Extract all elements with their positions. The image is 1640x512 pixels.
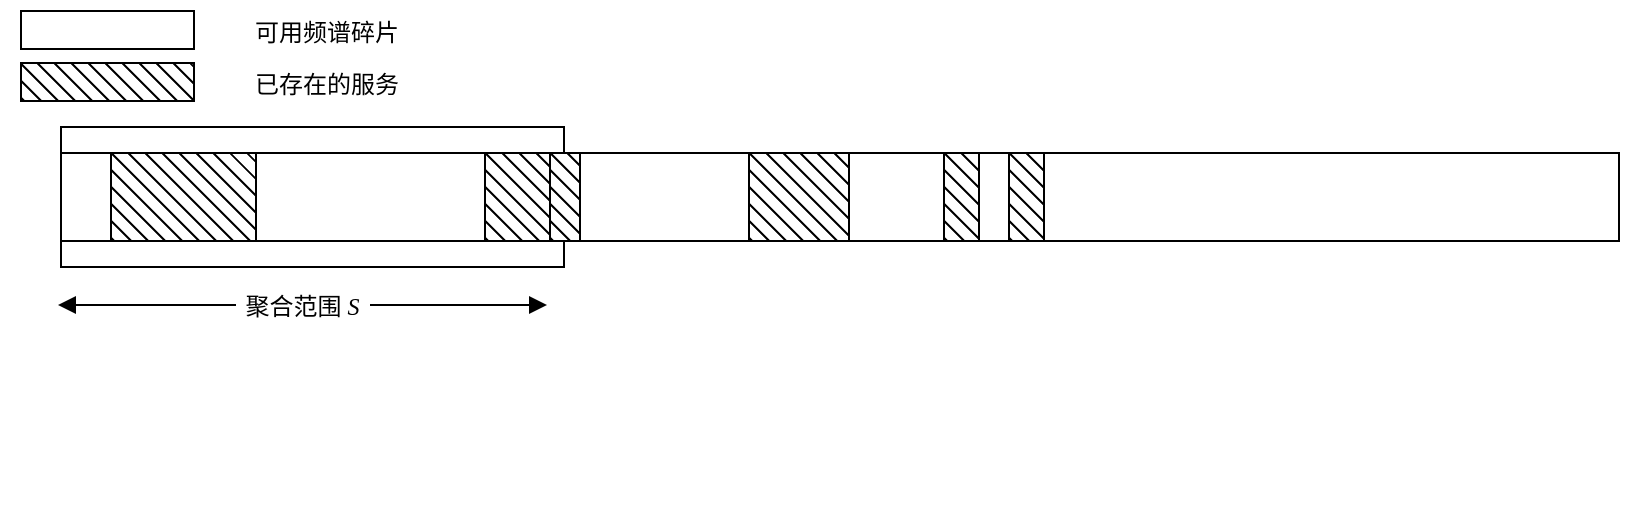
spectrum-diagram: 聚合范围 S: [60, 122, 1620, 212]
range-label: 聚合范围 S: [236, 287, 370, 322]
segment-free: [980, 154, 1010, 240]
legend-row-available: 可用频谱碎片: [20, 10, 1620, 50]
segment-free: [257, 154, 486, 240]
segment-free: [581, 154, 751, 240]
range-arrow-right: [370, 304, 546, 306]
legend-swatch-existing: [20, 62, 195, 102]
segment-free: [850, 154, 945, 240]
segment-free: [1045, 154, 1619, 240]
range-label-symbol: S: [348, 295, 360, 321]
legend-swatch-available: [20, 10, 195, 50]
range-label-prefix: 聚合范围: [246, 295, 348, 321]
bracket-top: [60, 126, 565, 154]
segment-used: [945, 154, 980, 240]
legend-row-existing: 已存在的服务: [20, 62, 1620, 102]
segment-used: [112, 154, 257, 240]
range-arrow-left: [60, 304, 236, 306]
segment-used: [486, 154, 551, 240]
legend-label-existing: 已存在的服务: [255, 65, 399, 100]
segment-used: [750, 154, 850, 240]
segment-used: [551, 154, 581, 240]
range-indicator: 聚合范围 S: [60, 287, 545, 322]
segment-free: [62, 154, 112, 240]
bracket-bottom: [60, 240, 565, 268]
segment-used: [1010, 154, 1045, 240]
spectrum-bar: [60, 152, 1620, 242]
legend-label-available: 可用频谱碎片: [255, 13, 399, 48]
